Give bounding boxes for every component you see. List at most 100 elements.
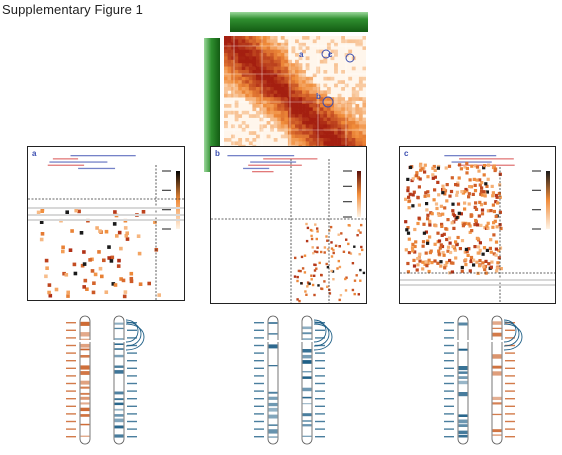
matrix-cell [460, 190, 464, 194]
overview-cell [227, 110, 232, 115]
overview-cell [358, 124, 363, 129]
matrix-cell [423, 194, 427, 198]
panel-a-letter: a [32, 149, 37, 158]
matrix-cell [345, 276, 348, 279]
overview-cell [291, 97, 296, 101]
overview-cell [291, 107, 296, 112]
chromosome-band [492, 321, 502, 325]
overview-cell [319, 100, 324, 105]
overview-cell [273, 56, 278, 61]
matrix-cell [467, 192, 471, 196]
overview-cell [312, 117, 317, 122]
overview-cell [238, 42, 243, 47]
chromosome-band [114, 322, 124, 325]
matrix-cell [456, 202, 461, 206]
overview-cell [248, 73, 253, 78]
matrix-cell [77, 209, 81, 214]
overview-cell [273, 138, 278, 142]
contact-arc [503, 323, 523, 351]
overview-cell [263, 87, 267, 91]
overview-cell [273, 93, 278, 98]
matrix-cell [415, 268, 419, 272]
matrix-cell [320, 273, 323, 277]
overview-cell [280, 76, 285, 81]
matrix-cell [465, 171, 469, 175]
overview-cell [277, 80, 282, 84]
overview-cell [273, 110, 278, 115]
overview-cell [302, 121, 306, 125]
overview-cell [259, 76, 264, 81]
overview-cell [330, 110, 335, 115]
overview-cell [309, 127, 314, 132]
chromosome-band [268, 436, 278, 438]
band-label [127, 413, 137, 415]
matrix-cell [458, 163, 462, 167]
matrix-cell [297, 269, 301, 273]
band-label [315, 382, 325, 385]
matrix-cell [347, 224, 350, 227]
matrix-cell [427, 258, 431, 262]
matrix-cell [344, 289, 348, 292]
band-label [444, 337, 454, 339]
overview-cell [248, 53, 253, 57]
matrix-cell [82, 262, 87, 266]
overview-cell [362, 36, 366, 40]
matrix-cell [83, 278, 88, 283]
matrix-cell [344, 277, 347, 281]
chromosome-band [458, 419, 468, 424]
overview-cell [326, 110, 331, 115]
panel-c-letter: c [404, 149, 409, 158]
band-label [444, 413, 454, 415]
band-label [127, 398, 137, 400]
overview-cell [266, 53, 271, 57]
matrix-cell [485, 190, 489, 194]
chromosome-band [268, 344, 278, 349]
centromere [301, 340, 313, 342]
matrix-cell [361, 248, 364, 252]
band-label [444, 428, 454, 430]
overview-cell [245, 87, 250, 91]
matrix-cell [313, 293, 316, 297]
chromosome-band [302, 420, 312, 422]
overview-cell [280, 49, 285, 54]
matrix-cell [351, 262, 355, 265]
matrix-cell [358, 253, 361, 256]
chromosome-band [302, 376, 312, 379]
matrix-cell [494, 167, 498, 171]
overview-cell [255, 73, 260, 78]
matrix-cell [426, 213, 430, 217]
overview-cell [298, 127, 303, 132]
overview-cell [312, 110, 317, 115]
band-label [127, 337, 137, 339]
overview-cell [291, 117, 296, 122]
matrix-cell [422, 231, 426, 235]
matrix-cell [465, 166, 469, 171]
overview-cell [252, 46, 257, 50]
overview-cell [252, 66, 257, 71]
chromosome-band [302, 349, 312, 353]
matrix-cell [125, 231, 129, 235]
matrix-cell [464, 187, 468, 192]
overview-cell [270, 36, 274, 40]
scale-tick [162, 170, 171, 172]
band-label [444, 420, 454, 423]
overview-cell [295, 93, 299, 98]
matrix-cell [330, 247, 334, 250]
overview-cell [241, 36, 246, 40]
matrix-cell [491, 191, 495, 195]
matrix-cell [330, 241, 333, 244]
overview-cell [344, 53, 349, 57]
matrix-cell [407, 206, 411, 210]
matrix-cell [47, 290, 51, 295]
matrix-cell [303, 254, 307, 257]
overview-cell [273, 114, 278, 118]
matrix-cell [72, 262, 77, 267]
matrix-cell [117, 258, 121, 263]
overview-cell [231, 93, 235, 98]
overview-cell [355, 117, 360, 122]
overview-cell [255, 100, 260, 105]
overview-cell [344, 141, 349, 146]
matrix-cell [323, 246, 327, 249]
overview-cell [302, 124, 306, 129]
matrix-cell [424, 230, 428, 234]
